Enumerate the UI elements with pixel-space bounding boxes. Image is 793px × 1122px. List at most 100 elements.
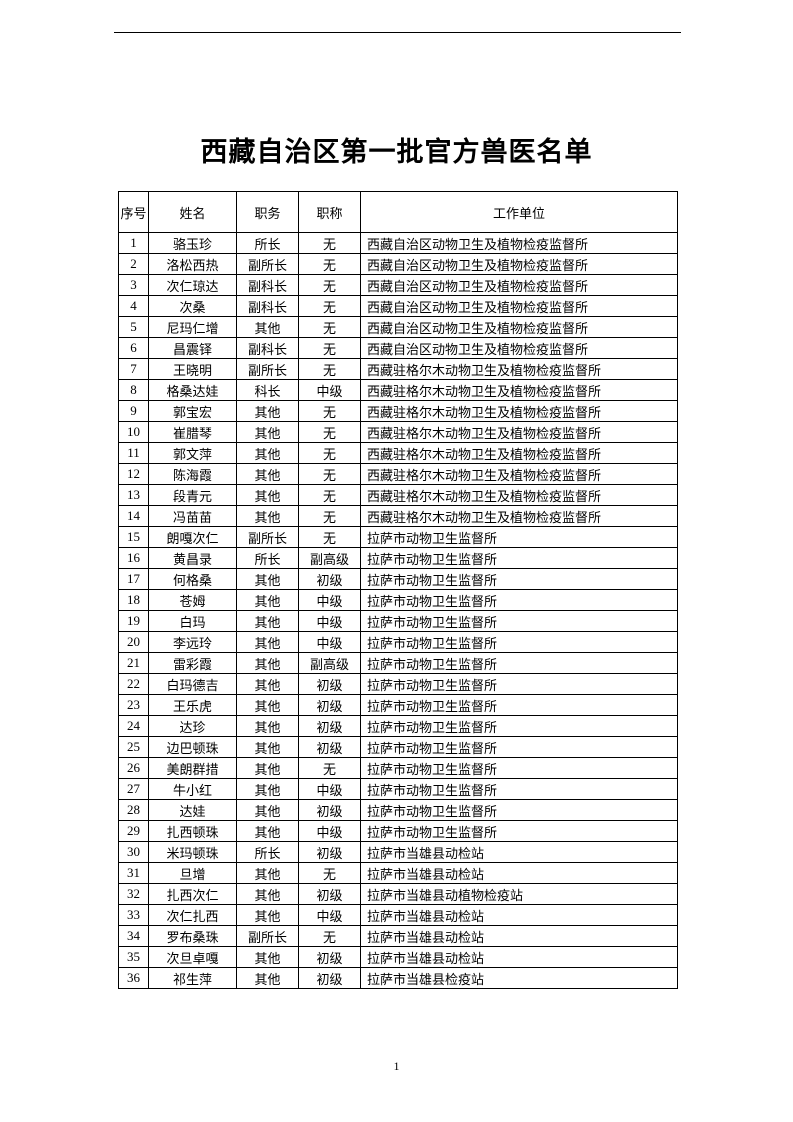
cell-title: 无 — [299, 863, 361, 884]
cell-name: 何格桑 — [149, 569, 237, 590]
cell-name: 李远玲 — [149, 632, 237, 653]
cell-name: 扎西顿珠 — [149, 821, 237, 842]
cell-unit: 西藏自治区动物卫生及植物检疫监督所 — [361, 338, 678, 359]
table-row: 22白玛德吉其他初级拉萨市动物卫生监督所 — [119, 674, 678, 695]
cell-index: 21 — [119, 653, 149, 674]
cell-name: 次仁扎西 — [149, 905, 237, 926]
cell-index: 30 — [119, 842, 149, 863]
cell-index: 9 — [119, 401, 149, 422]
cell-title: 中级 — [299, 779, 361, 800]
cell-index: 26 — [119, 758, 149, 779]
cell-name: 边巴顿珠 — [149, 737, 237, 758]
cell-unit: 西藏驻格尔木动物卫生及植物检疫监督所 — [361, 485, 678, 506]
cell-unit: 西藏驻格尔木动物卫生及植物检疫监督所 — [361, 506, 678, 527]
cell-title: 无 — [299, 464, 361, 485]
cell-name: 郭宝宏 — [149, 401, 237, 422]
page-title: 西藏自治区第一批官方兽医名单 — [0, 130, 793, 169]
cell-role: 副科长 — [237, 338, 299, 359]
cell-unit: 西藏自治区动物卫生及植物检疫监督所 — [361, 275, 678, 296]
cell-unit: 拉萨市当雄县动检站 — [361, 926, 678, 947]
cell-index: 7 — [119, 359, 149, 380]
table-row: 30米玛顿珠所长初级拉萨市当雄县动检站 — [119, 842, 678, 863]
table-row: 14冯苗苗其他无西藏驻格尔木动物卫生及植物检疫监督所 — [119, 506, 678, 527]
cell-index: 32 — [119, 884, 149, 905]
cell-index: 11 — [119, 443, 149, 464]
cell-name: 祁生萍 — [149, 968, 237, 989]
table-row: 1骆玉珍所长无西藏自治区动物卫生及植物检疫监督所 — [119, 233, 678, 254]
cell-index: 4 — [119, 296, 149, 317]
cell-role: 科长 — [237, 380, 299, 401]
cell-role: 其他 — [237, 443, 299, 464]
table-row: 20李远玲其他中级拉萨市动物卫生监督所 — [119, 632, 678, 653]
table-row: 35次旦卓嘎其他初级拉萨市当雄县动检站 — [119, 947, 678, 968]
cell-unit: 拉萨市当雄县动检站 — [361, 863, 678, 884]
cell-index: 27 — [119, 779, 149, 800]
cell-name: 米玛顿珠 — [149, 842, 237, 863]
cell-name: 苍姆 — [149, 590, 237, 611]
cell-role: 所长 — [237, 233, 299, 254]
cell-unit: 西藏驻格尔木动物卫生及植物检疫监督所 — [361, 380, 678, 401]
cell-title: 无 — [299, 485, 361, 506]
cell-role: 其他 — [237, 506, 299, 527]
table-row: 25边巴顿珠其他初级拉萨市动物卫生监督所 — [119, 737, 678, 758]
table-row: 3次仁琼达副科长无西藏自治区动物卫生及植物检疫监督所 — [119, 275, 678, 296]
cell-index: 14 — [119, 506, 149, 527]
cell-index: 16 — [119, 548, 149, 569]
cell-title: 初级 — [299, 842, 361, 863]
table-row: 4次桑副科长无西藏自治区动物卫生及植物检疫监督所 — [119, 296, 678, 317]
cell-title: 中级 — [299, 905, 361, 926]
table-row: 29扎西顿珠其他中级拉萨市动物卫生监督所 — [119, 821, 678, 842]
cell-role: 其他 — [237, 590, 299, 611]
cell-unit: 拉萨市当雄县动检站 — [361, 947, 678, 968]
cell-role: 其他 — [237, 653, 299, 674]
cell-name: 次仁琼达 — [149, 275, 237, 296]
veterinarian-table-container: 序号 姓名 职务 职称 工作单位 1骆玉珍所长无西藏自治区动物卫生及植物检疫监督… — [118, 191, 677, 989]
cell-name: 罗布桑珠 — [149, 926, 237, 947]
table-row: 6昌震铎副科长无西藏自治区动物卫生及植物检疫监督所 — [119, 338, 678, 359]
cell-role: 其他 — [237, 905, 299, 926]
cell-unit: 拉萨市动物卫生监督所 — [361, 569, 678, 590]
cell-title: 无 — [299, 275, 361, 296]
cell-role: 副科长 — [237, 275, 299, 296]
cell-unit: 拉萨市动物卫生监督所 — [361, 590, 678, 611]
table-row: 36祁生萍其他初级拉萨市当雄县检疫站 — [119, 968, 678, 989]
cell-title: 无 — [299, 338, 361, 359]
cell-name: 崔腊琴 — [149, 422, 237, 443]
cell-role: 其他 — [237, 821, 299, 842]
cell-title: 无 — [299, 317, 361, 338]
cell-title: 初级 — [299, 968, 361, 989]
cell-title: 无 — [299, 527, 361, 548]
cell-name: 陈海霞 — [149, 464, 237, 485]
table-row: 9郭宝宏其他无西藏驻格尔木动物卫生及植物检疫监督所 — [119, 401, 678, 422]
cell-unit: 拉萨市动物卫生监督所 — [361, 632, 678, 653]
cell-role: 副所长 — [237, 359, 299, 380]
cell-title: 无 — [299, 506, 361, 527]
cell-unit: 拉萨市动物卫生监督所 — [361, 716, 678, 737]
cell-title: 无 — [299, 359, 361, 380]
cell-unit: 西藏自治区动物卫生及植物检疫监督所 — [361, 233, 678, 254]
cell-index: 3 — [119, 275, 149, 296]
cell-unit: 拉萨市当雄县动检站 — [361, 905, 678, 926]
cell-role: 其他 — [237, 401, 299, 422]
cell-role: 其他 — [237, 569, 299, 590]
cell-index: 12 — [119, 464, 149, 485]
cell-title: 初级 — [299, 737, 361, 758]
table-row: 28达娃其他初级拉萨市动物卫生监督所 — [119, 800, 678, 821]
table-row: 10崔腊琴其他无西藏驻格尔木动物卫生及植物检疫监督所 — [119, 422, 678, 443]
page-number: 1 — [0, 1059, 793, 1074]
cell-role: 副所长 — [237, 254, 299, 275]
cell-index: 5 — [119, 317, 149, 338]
cell-title: 无 — [299, 401, 361, 422]
cell-name: 白玛 — [149, 611, 237, 632]
cell-unit: 西藏自治区动物卫生及植物检疫监督所 — [361, 317, 678, 338]
cell-unit: 西藏自治区动物卫生及植物检疫监督所 — [361, 296, 678, 317]
cell-role: 其他 — [237, 779, 299, 800]
cell-role: 其他 — [237, 968, 299, 989]
cell-name: 尼玛仁增 — [149, 317, 237, 338]
table-row: 33次仁扎西其他中级拉萨市当雄县动检站 — [119, 905, 678, 926]
cell-index: 24 — [119, 716, 149, 737]
cell-title: 初级 — [299, 884, 361, 905]
table-row: 12陈海霞其他无西藏驻格尔木动物卫生及植物检疫监督所 — [119, 464, 678, 485]
table-row: 26美朗群措其他无拉萨市动物卫生监督所 — [119, 758, 678, 779]
table-row: 23王乐虎其他初级拉萨市动物卫生监督所 — [119, 695, 678, 716]
